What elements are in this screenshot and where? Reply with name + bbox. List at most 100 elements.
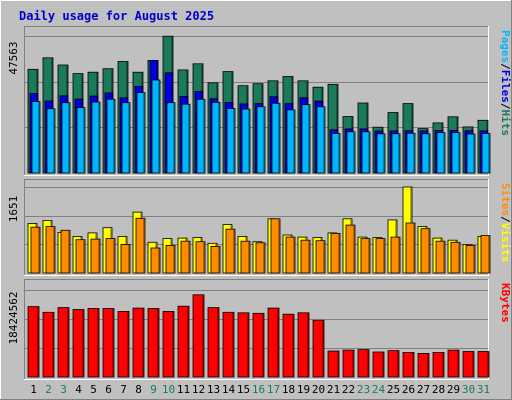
x-tick-label-day-20: 20 xyxy=(312,383,325,396)
bar-sites-day-20 xyxy=(315,240,326,274)
x-tick-label-day-4: 4 xyxy=(75,383,82,396)
bar-sites-day-6 xyxy=(105,238,116,274)
bar-shade-sites-day-19 xyxy=(308,240,310,273)
bar-kbytes-day-26 xyxy=(402,351,415,378)
x-tick-label-day-3: 3 xyxy=(60,383,67,396)
bar-shade-pages-day-17 xyxy=(278,103,280,173)
x-tick-label-day-29: 29 xyxy=(447,383,460,396)
bar-shade-kbytes-day-9 xyxy=(157,309,159,377)
bar-shade-pages-day-18 xyxy=(293,110,295,173)
bar-pages-day-9 xyxy=(151,79,161,174)
bar-shade-sites-day-22 xyxy=(353,225,355,273)
bar-kbytes-day-4 xyxy=(72,309,85,378)
bar-shade-kbytes-day-23 xyxy=(367,350,369,377)
bar-shade-sites-day-17 xyxy=(278,219,280,273)
bar-sites-day-24 xyxy=(375,238,386,274)
bar-shade-sites-day-31 xyxy=(488,236,490,273)
chart-title: Daily usage for August 2025 xyxy=(19,9,214,23)
panel-max-label: 47563 xyxy=(7,41,20,74)
legend-pages: Pages xyxy=(499,30,512,63)
bar-pages-day-14 xyxy=(226,108,236,174)
bar-sites-day-19 xyxy=(300,239,311,274)
bar-sites-day-5 xyxy=(90,238,101,274)
bar-kbytes-day-19 xyxy=(297,312,310,378)
bar-shade-pages-day-20 xyxy=(323,107,325,173)
bar-pages-day-8 xyxy=(136,92,146,174)
bar-pages-day-26 xyxy=(406,132,416,174)
x-tick-label-day-13: 13 xyxy=(207,383,220,396)
bar-kbytes-day-14 xyxy=(222,311,235,378)
legend-separator: / xyxy=(499,216,512,223)
bar-shade-kbytes-day-10 xyxy=(172,311,174,377)
x-tick-label-day-16: 16 xyxy=(252,383,265,396)
panel-top: 47563 Pages/Files/Hits xyxy=(7,26,512,176)
bar-shade-kbytes-day-24 xyxy=(382,352,384,377)
bar-shade-sites-day-2 xyxy=(53,227,55,273)
bar-shade-pages-day-7 xyxy=(128,103,130,173)
bar-pages-day-12 xyxy=(196,98,206,174)
bar-pages-day-16 xyxy=(256,106,266,174)
bar-sites-day-2 xyxy=(45,226,56,274)
bar-sites-day-31 xyxy=(480,235,491,274)
bar-shade-pages-day-31 xyxy=(488,134,490,173)
x-tick-label-day-15: 15 xyxy=(237,383,250,396)
x-tick-label-day-11: 11 xyxy=(177,383,190,396)
bar-kbytes-day-21 xyxy=(327,350,340,378)
x-tick-label-day-21: 21 xyxy=(327,383,340,396)
legend-visits: Visits xyxy=(499,223,512,263)
bar-kbytes-day-17 xyxy=(267,307,280,378)
bar-pages-day-23 xyxy=(361,131,371,174)
bar-sites-day-18 xyxy=(285,236,296,274)
x-tick-label-day-18: 18 xyxy=(282,383,295,396)
bar-sites-day-12 xyxy=(195,241,206,274)
bar-shade-kbytes-day-17 xyxy=(277,308,279,377)
legend-separator: / xyxy=(499,63,512,70)
panel-bottom: 18424562 KBytes xyxy=(7,279,512,380)
bar-shade-sites-day-20 xyxy=(323,241,325,273)
bar-shade-pages-day-1 xyxy=(38,102,40,173)
bar-sites-day-25 xyxy=(390,236,401,274)
bar-pages-day-21 xyxy=(331,133,341,174)
bar-pages-day-22 xyxy=(346,131,356,174)
bar-pages-day-28 xyxy=(436,132,446,174)
x-tick-label-day-31: 31 xyxy=(477,383,490,396)
bar-pages-day-24 xyxy=(376,133,386,174)
legend-sites: Sites xyxy=(499,183,512,216)
x-tick-label-day-8: 8 xyxy=(135,383,142,396)
x-tick-label-day-7: 7 xyxy=(120,383,127,396)
bar-shade-pages-day-19 xyxy=(308,105,310,173)
bar-shade-pages-day-16 xyxy=(263,107,265,173)
bar-shade-sites-day-18 xyxy=(293,237,295,273)
bar-shade-sites-day-29 xyxy=(458,242,460,273)
bar-pages-day-1 xyxy=(31,101,41,174)
bar-shade-sites-day-1 xyxy=(38,227,40,273)
legend-separator: / xyxy=(499,103,512,110)
bar-pages-day-27 xyxy=(421,133,431,174)
bar-shade-pages-day-9 xyxy=(158,80,160,173)
bar-shade-kbytes-day-5 xyxy=(97,309,99,377)
bar-kbytes-day-22 xyxy=(342,349,355,378)
x-tick-label-day-26: 26 xyxy=(402,383,415,396)
bar-sites-day-21 xyxy=(330,232,341,274)
bar-sites-day-8 xyxy=(135,217,146,274)
panel-legend: Sites/Visits xyxy=(499,183,512,263)
bar-kbytes-day-10 xyxy=(162,310,175,378)
bar-pages-day-25 xyxy=(391,133,401,174)
bar-shade-pages-day-23 xyxy=(368,132,370,173)
bar-kbytes-day-18 xyxy=(282,313,295,378)
bar-shade-sites-day-9 xyxy=(158,248,160,273)
bar-shade-kbytes-day-19 xyxy=(307,313,309,377)
bar-kbytes-day-1 xyxy=(27,306,40,378)
bar-shade-kbytes-day-29 xyxy=(457,350,459,377)
bar-shade-pages-day-12 xyxy=(203,99,205,173)
bar-kbytes-day-5 xyxy=(87,308,100,378)
bar-kbytes-day-15 xyxy=(237,312,250,378)
bar-shade-sites-day-15 xyxy=(248,241,250,273)
bar-sites-day-3 xyxy=(60,229,71,274)
bar-sites-day-16 xyxy=(255,242,266,274)
bar-kbytes-day-31 xyxy=(477,351,490,378)
legend-hits: Hits xyxy=(499,110,512,137)
bar-shade-sites-day-4 xyxy=(83,240,85,273)
bar-kbytes-day-16 xyxy=(252,312,265,378)
bar-shade-sites-day-6 xyxy=(113,239,115,273)
